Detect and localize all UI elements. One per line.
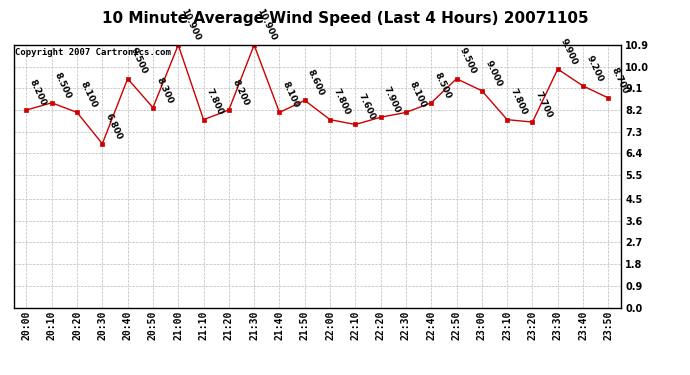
Text: 10.900: 10.900 (179, 7, 202, 42)
Text: 9.000: 9.000 (483, 58, 503, 88)
Text: 7.800: 7.800 (331, 87, 351, 117)
Text: 9.200: 9.200 (584, 54, 604, 83)
Text: 7.600: 7.600 (357, 92, 377, 122)
Text: 10 Minute Average Wind Speed (Last 4 Hours) 20071105: 10 Minute Average Wind Speed (Last 4 Hou… (101, 11, 589, 26)
Text: 8.700: 8.700 (610, 66, 630, 95)
Text: 6.800: 6.800 (104, 112, 124, 141)
Text: 7.800: 7.800 (205, 87, 225, 117)
Text: 10.900: 10.900 (255, 7, 278, 42)
Text: 8.100: 8.100 (79, 80, 99, 110)
Text: 9.500: 9.500 (458, 46, 478, 76)
Text: 7.900: 7.900 (382, 85, 402, 114)
Text: 8.300: 8.300 (155, 75, 175, 105)
Text: 8.500: 8.500 (53, 71, 73, 100)
Text: 7.800: 7.800 (509, 87, 529, 117)
Text: 8.100: 8.100 (407, 80, 427, 110)
Text: 8.100: 8.100 (281, 80, 301, 110)
Text: 8.600: 8.600 (306, 68, 326, 98)
Text: 8.500: 8.500 (433, 71, 453, 100)
Text: 7.700: 7.700 (534, 90, 554, 119)
Text: 9.500: 9.500 (129, 46, 149, 76)
Text: 8.200: 8.200 (28, 78, 48, 107)
Text: Copyright 2007 Cartronics.com: Copyright 2007 Cartronics.com (15, 48, 171, 57)
Text: 8.200: 8.200 (230, 78, 250, 107)
Text: 9.900: 9.900 (559, 37, 580, 66)
